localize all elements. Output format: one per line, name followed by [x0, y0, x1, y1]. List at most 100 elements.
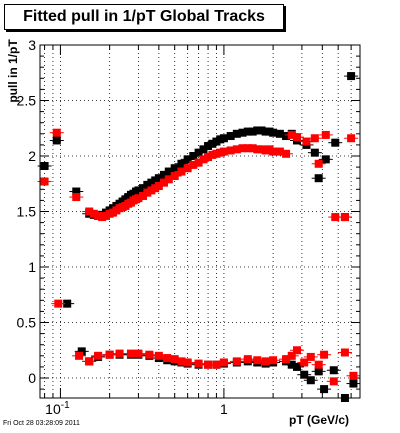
data-point [349, 371, 358, 380]
data-point [275, 147, 284, 156]
data-point [302, 137, 311, 146]
data-point [232, 129, 241, 138]
data-point [126, 349, 135, 358]
data-point [293, 362, 302, 371]
y-tick-label: 0.5 [17, 315, 37, 331]
data-point [143, 188, 152, 197]
data-point [300, 358, 309, 367]
data-point [257, 126, 266, 135]
data-point [170, 164, 179, 173]
data-point [269, 128, 278, 137]
data-point [145, 350, 154, 359]
data-point [282, 132, 291, 141]
data-point [77, 347, 86, 356]
data-point [248, 144, 257, 153]
datestamp: Fri Oct 28 03:28:09 2011 [3, 420, 80, 427]
data-point [115, 349, 124, 358]
data-point [219, 147, 228, 156]
data-point [183, 155, 192, 164]
data-point [310, 134, 319, 143]
x-tick-label: 10-1 [45, 400, 70, 417]
data-point [269, 356, 278, 365]
data-point [331, 138, 340, 147]
data-point [226, 132, 235, 141]
data-point [164, 175, 173, 184]
data-point [52, 128, 61, 137]
data-point [347, 72, 356, 81]
data-point [170, 355, 179, 364]
y-tick-label: 1.5 [17, 204, 37, 220]
data-point [238, 128, 247, 137]
data-point [320, 350, 329, 359]
y-tick-label: 3 [28, 37, 36, 53]
data-point [349, 379, 358, 388]
data-point [208, 139, 217, 148]
data-point [52, 136, 61, 145]
plot-frame [39, 44, 361, 399]
data-point [204, 360, 213, 369]
data-point [287, 351, 296, 360]
data-point [40, 177, 49, 186]
series-1 [37, 72, 361, 402]
data-point [219, 134, 228, 143]
data-point [40, 161, 49, 170]
data-point [321, 155, 330, 164]
data-point [194, 158, 203, 167]
data-point [204, 142, 213, 151]
data-point [177, 357, 186, 366]
data-point [287, 360, 296, 369]
data-point [261, 357, 270, 366]
data-point [314, 174, 323, 183]
data-point [94, 211, 103, 220]
data-point [232, 145, 241, 154]
grid-lines [40, 44, 360, 398]
data-point [282, 355, 291, 364]
data-point [208, 150, 217, 159]
data-point [54, 299, 63, 308]
data-point [253, 356, 262, 365]
data-point [329, 366, 338, 375]
data-point [340, 213, 349, 222]
data-point [300, 370, 309, 379]
data-point [287, 130, 296, 139]
data-point [282, 149, 291, 158]
data-point [314, 159, 323, 168]
data-point [72, 187, 81, 196]
data-point [143, 180, 152, 189]
y-tick-label: 1 [28, 259, 36, 275]
data-point [85, 357, 94, 366]
data-point [329, 377, 338, 386]
data-point [177, 167, 186, 176]
y-tick-label: 0 [28, 370, 36, 386]
axis-ticks [40, 44, 360, 398]
data-point [275, 129, 284, 138]
data-point [189, 152, 198, 161]
x-axis-label: pT (GeV/c) [289, 413, 350, 427]
data-point [89, 209, 98, 218]
data-point [204, 153, 213, 162]
series-2 [37, 128, 361, 386]
data-point [139, 184, 148, 193]
data-point [63, 299, 72, 308]
data-point [347, 134, 356, 143]
data-point [331, 213, 340, 222]
data-point [105, 350, 114, 359]
data-point [243, 355, 252, 364]
data-point [320, 385, 329, 394]
data-point [183, 358, 192, 367]
data-point [134, 349, 143, 358]
chart-title: Fitted pull in 1/pT Global Tracks [4, 4, 284, 30]
data-point [183, 164, 192, 173]
data-point [85, 207, 94, 216]
data-point [306, 352, 315, 361]
data-point [226, 146, 235, 155]
data-point [159, 178, 168, 187]
data-point [134, 194, 143, 203]
y-tick-label: 2.5 [17, 93, 37, 109]
data-point [163, 354, 172, 363]
data-point [75, 351, 84, 360]
data-point [310, 148, 319, 157]
data-point [177, 159, 186, 168]
tick-labels: 0 0.5 1 1.5 2 2.5 3 10-1 1 [17, 37, 228, 417]
